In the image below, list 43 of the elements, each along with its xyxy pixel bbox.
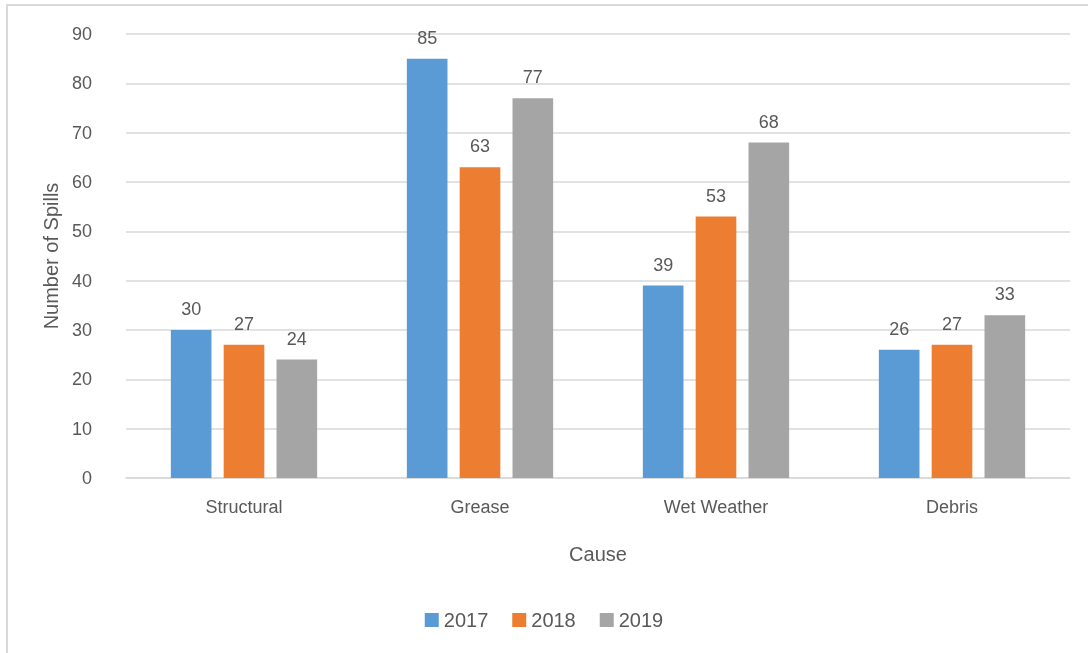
y-tick-label: 40 xyxy=(71,270,92,291)
data-label: 33 xyxy=(994,284,1015,305)
legend-label: 2018 xyxy=(531,609,576,631)
x-tick-label: Grease xyxy=(450,497,510,517)
y-tick-label: 0 xyxy=(81,468,92,488)
data-label: 68 xyxy=(758,111,779,132)
x-axis-title: Cause xyxy=(569,543,627,565)
bar xyxy=(695,216,737,478)
bar xyxy=(223,344,265,478)
y-tick-label: 70 xyxy=(71,122,92,143)
data-label: 53 xyxy=(705,185,727,206)
bar xyxy=(642,285,684,478)
y-tick-label: 30 xyxy=(71,320,92,340)
y-tick-label: 20 xyxy=(71,369,92,390)
bar xyxy=(459,167,501,478)
data-label: 27 xyxy=(941,313,963,334)
x-tick-label: Debris xyxy=(925,497,979,517)
data-label: 39 xyxy=(653,254,674,275)
bar xyxy=(748,142,790,478)
legend-label: 2019 xyxy=(618,609,664,631)
bar xyxy=(931,344,973,478)
data-label: 26 xyxy=(889,318,910,339)
data-label: 63 xyxy=(469,136,491,157)
data-label: 30 xyxy=(181,299,202,319)
y-tick-label: 80 xyxy=(71,73,92,94)
bar xyxy=(984,315,1026,478)
bar xyxy=(276,359,318,478)
data-label: 24 xyxy=(286,328,307,349)
data-label: 85 xyxy=(417,27,438,48)
data-label: 27 xyxy=(233,313,255,334)
bar xyxy=(878,349,920,478)
y-tick-label: 60 xyxy=(71,172,92,192)
y-tick-label: 90 xyxy=(71,24,92,44)
data-label: 77 xyxy=(522,67,543,88)
y-tick-label: 10 xyxy=(71,418,92,439)
y-axis-title: Number of Spills xyxy=(40,182,63,330)
legend-label: 2017 xyxy=(443,609,489,631)
y-tick-label: 50 xyxy=(71,221,92,242)
bar xyxy=(512,98,554,478)
bar xyxy=(406,58,448,478)
x-tick-label: Structural xyxy=(205,497,283,517)
bar xyxy=(170,330,212,478)
x-tick-label: Wet Weather xyxy=(663,497,769,517)
